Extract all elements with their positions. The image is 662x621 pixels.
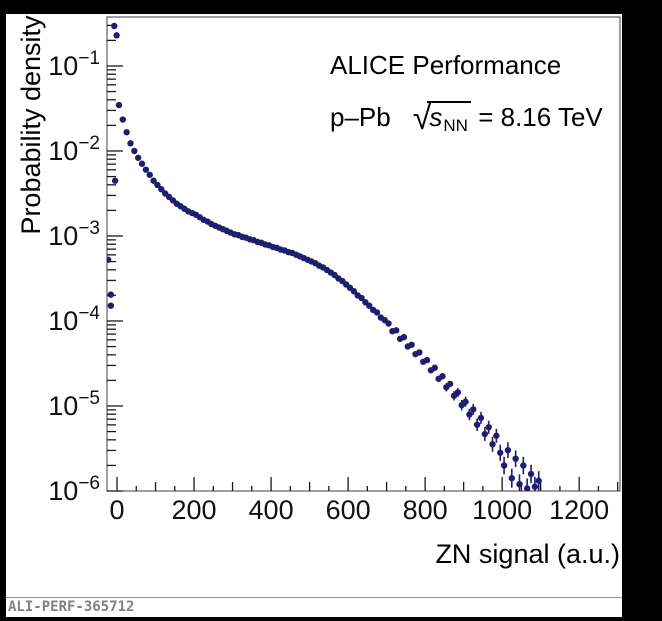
sqrt-radical-symbol: √: [412, 99, 432, 137]
svg-text:400: 400: [249, 495, 294, 525]
y-axis: 10−1 10−2 10−3 10−4 10−5 10−6: [48, 24, 123, 506]
collision-system-text: p–Pb: [330, 102, 391, 132]
alice-performance-label: ALICE Performance: [330, 50, 562, 80]
svg-text:800: 800: [403, 495, 448, 525]
svg-text:10−2: 10−2: [48, 133, 100, 166]
plot-frame: [106, 16, 621, 492]
x-axis: 0 200 400 600 800 1000 1200: [109, 477, 619, 525]
energy-value-text: = 8.16 TeV: [478, 102, 603, 132]
svg-text:0: 0: [109, 495, 124, 525]
footer-tag: ALI-PERF-365712: [8, 599, 135, 615]
svg-text:10−4: 10−4: [48, 303, 100, 336]
data-points: [107, 22, 542, 491]
y-axis-title: Probability density: [16, 15, 46, 235]
svg-text:10−3: 10−3: [48, 218, 100, 251]
svg-text:1200: 1200: [549, 495, 609, 525]
svg-text:1000: 1000: [472, 495, 532, 525]
sqrt-overline-group: sNN: [427, 101, 471, 135]
svg-text:600: 600: [326, 495, 371, 525]
svg-text:10−1: 10−1: [48, 48, 100, 81]
s-variable: s: [429, 102, 443, 132]
svg-text:10−6: 10−6: [48, 473, 100, 506]
x-axis-title: ZN signal (a.u.): [435, 539, 620, 569]
canvas-background: [6, 14, 622, 617]
s-subscript-nn: NN: [443, 116, 468, 135]
svg-text:10−5: 10−5: [48, 388, 100, 421]
svg-text:200: 200: [172, 495, 217, 525]
collision-system-label: p–Pb √sNN = 8.16 TeV: [330, 101, 603, 135]
